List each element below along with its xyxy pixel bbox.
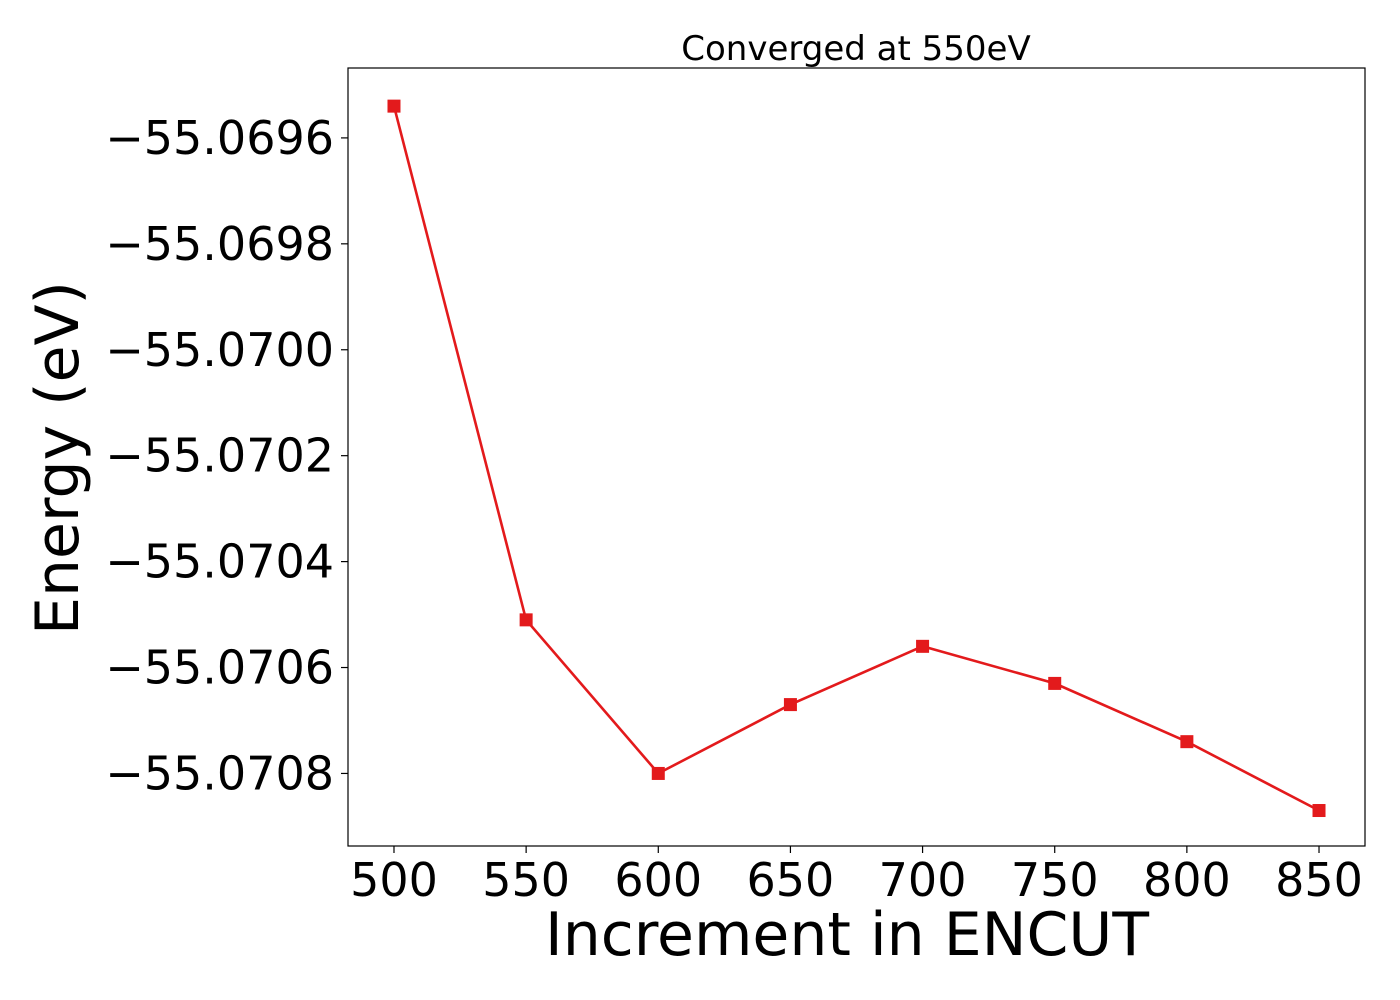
plot-frame bbox=[347, 67, 1366, 847]
axis-ticks: 500 550 600 650 700 750 800 850 −55.0696 −55.0698… bbox=[105, 111, 1363, 907]
data-point-marker bbox=[387, 99, 401, 113]
data-point-marker bbox=[1312, 804, 1326, 818]
data-series bbox=[387, 99, 1326, 818]
y-tick-label: −55.0704 bbox=[105, 535, 334, 589]
data-point-marker bbox=[916, 639, 930, 653]
x-tick-label: 600 bbox=[614, 853, 702, 907]
x-tick-label: 750 bbox=[1011, 853, 1099, 907]
y-axis-title: Energy (eV) bbox=[23, 281, 93, 635]
y-tick-label: −55.0696 bbox=[105, 111, 334, 165]
data-point-marker bbox=[1180, 735, 1194, 749]
x-tick-label: 550 bbox=[482, 853, 570, 907]
x-tick-label: 700 bbox=[879, 853, 967, 907]
y-tick-label: −55.0700 bbox=[105, 323, 334, 377]
y-tick-label: −55.0698 bbox=[105, 217, 334, 271]
x-tick-label: 650 bbox=[747, 853, 835, 907]
x-axis-title: Increment in ENCUT bbox=[545, 900, 1149, 970]
y-tick-label: −55.0708 bbox=[105, 746, 334, 800]
y-tick-label: −55.0702 bbox=[105, 429, 334, 483]
data-point-marker bbox=[783, 698, 797, 712]
x-tick-label: 500 bbox=[350, 853, 438, 907]
x-tick-label: 800 bbox=[1143, 853, 1231, 907]
data-point-marker bbox=[519, 613, 533, 627]
chart-title: Converged at 550eV bbox=[681, 29, 1030, 69]
data-point-marker bbox=[651, 766, 665, 780]
y-tick-label: −55.0706 bbox=[105, 641, 334, 695]
x-tick-label: 850 bbox=[1275, 853, 1363, 907]
data-point-marker bbox=[1048, 676, 1062, 690]
series-line bbox=[392, 105, 1320, 812]
